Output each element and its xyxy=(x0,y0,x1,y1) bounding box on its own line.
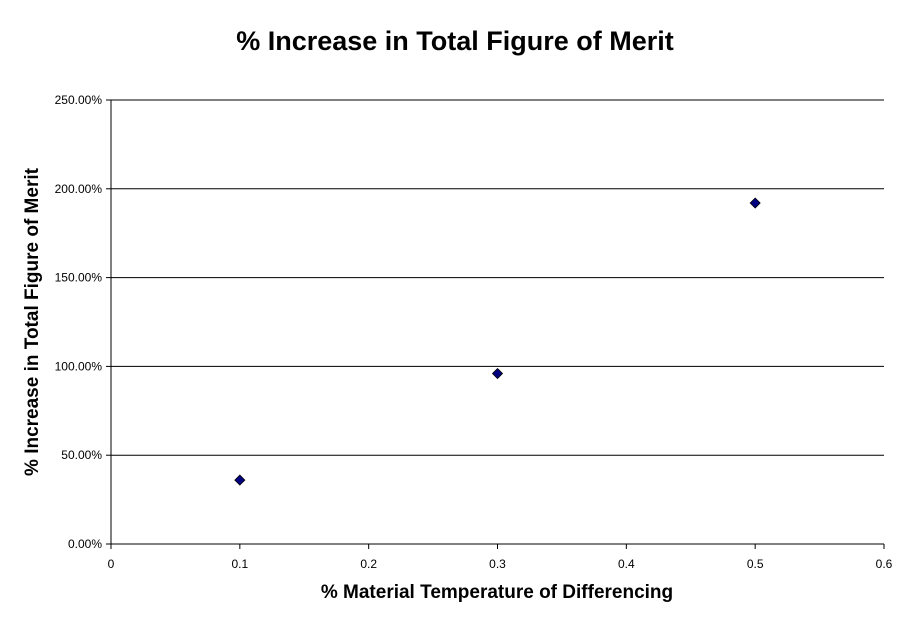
y-axis-title: % Increase in Total Figure of Merit xyxy=(22,167,43,476)
y-tick-label: 200.00% xyxy=(55,182,103,196)
axes xyxy=(106,99,885,549)
y-tick-label: 250.00% xyxy=(55,93,103,107)
x-tick-label: 0 xyxy=(108,557,115,571)
x-tick-label: 0.4 xyxy=(618,557,635,571)
data-point xyxy=(234,474,246,486)
y-tick-label: 100.00% xyxy=(55,359,103,373)
data-point xyxy=(749,197,761,209)
x-axis-title: % Material Temperature of Differencing xyxy=(321,582,673,603)
x-tick-label: 0.1 xyxy=(231,557,248,571)
x-tick-labels: 0 0.1 0.2 0.3 0.4 0.5 0.6 xyxy=(108,557,893,571)
y-tick-label: 0.00% xyxy=(68,537,102,551)
data-points xyxy=(234,197,761,486)
grid-lines xyxy=(111,99,884,456)
y-tick-label: 150.00% xyxy=(55,271,103,285)
chart-title: % Increase in Total Figure of Merit xyxy=(236,26,674,56)
data-point xyxy=(491,367,504,380)
x-tick-label: 0.5 xyxy=(747,557,764,571)
x-tick-label: 0.6 xyxy=(876,557,893,571)
x-tick-label: 0.2 xyxy=(360,557,377,571)
y-tick-label: 50.00% xyxy=(61,448,102,462)
x-tick-label: 0.3 xyxy=(489,557,506,571)
y-tick-labels: 0.00% 50.00% 100.00% 150.00% 200.00% 250.00% xyxy=(55,93,103,551)
